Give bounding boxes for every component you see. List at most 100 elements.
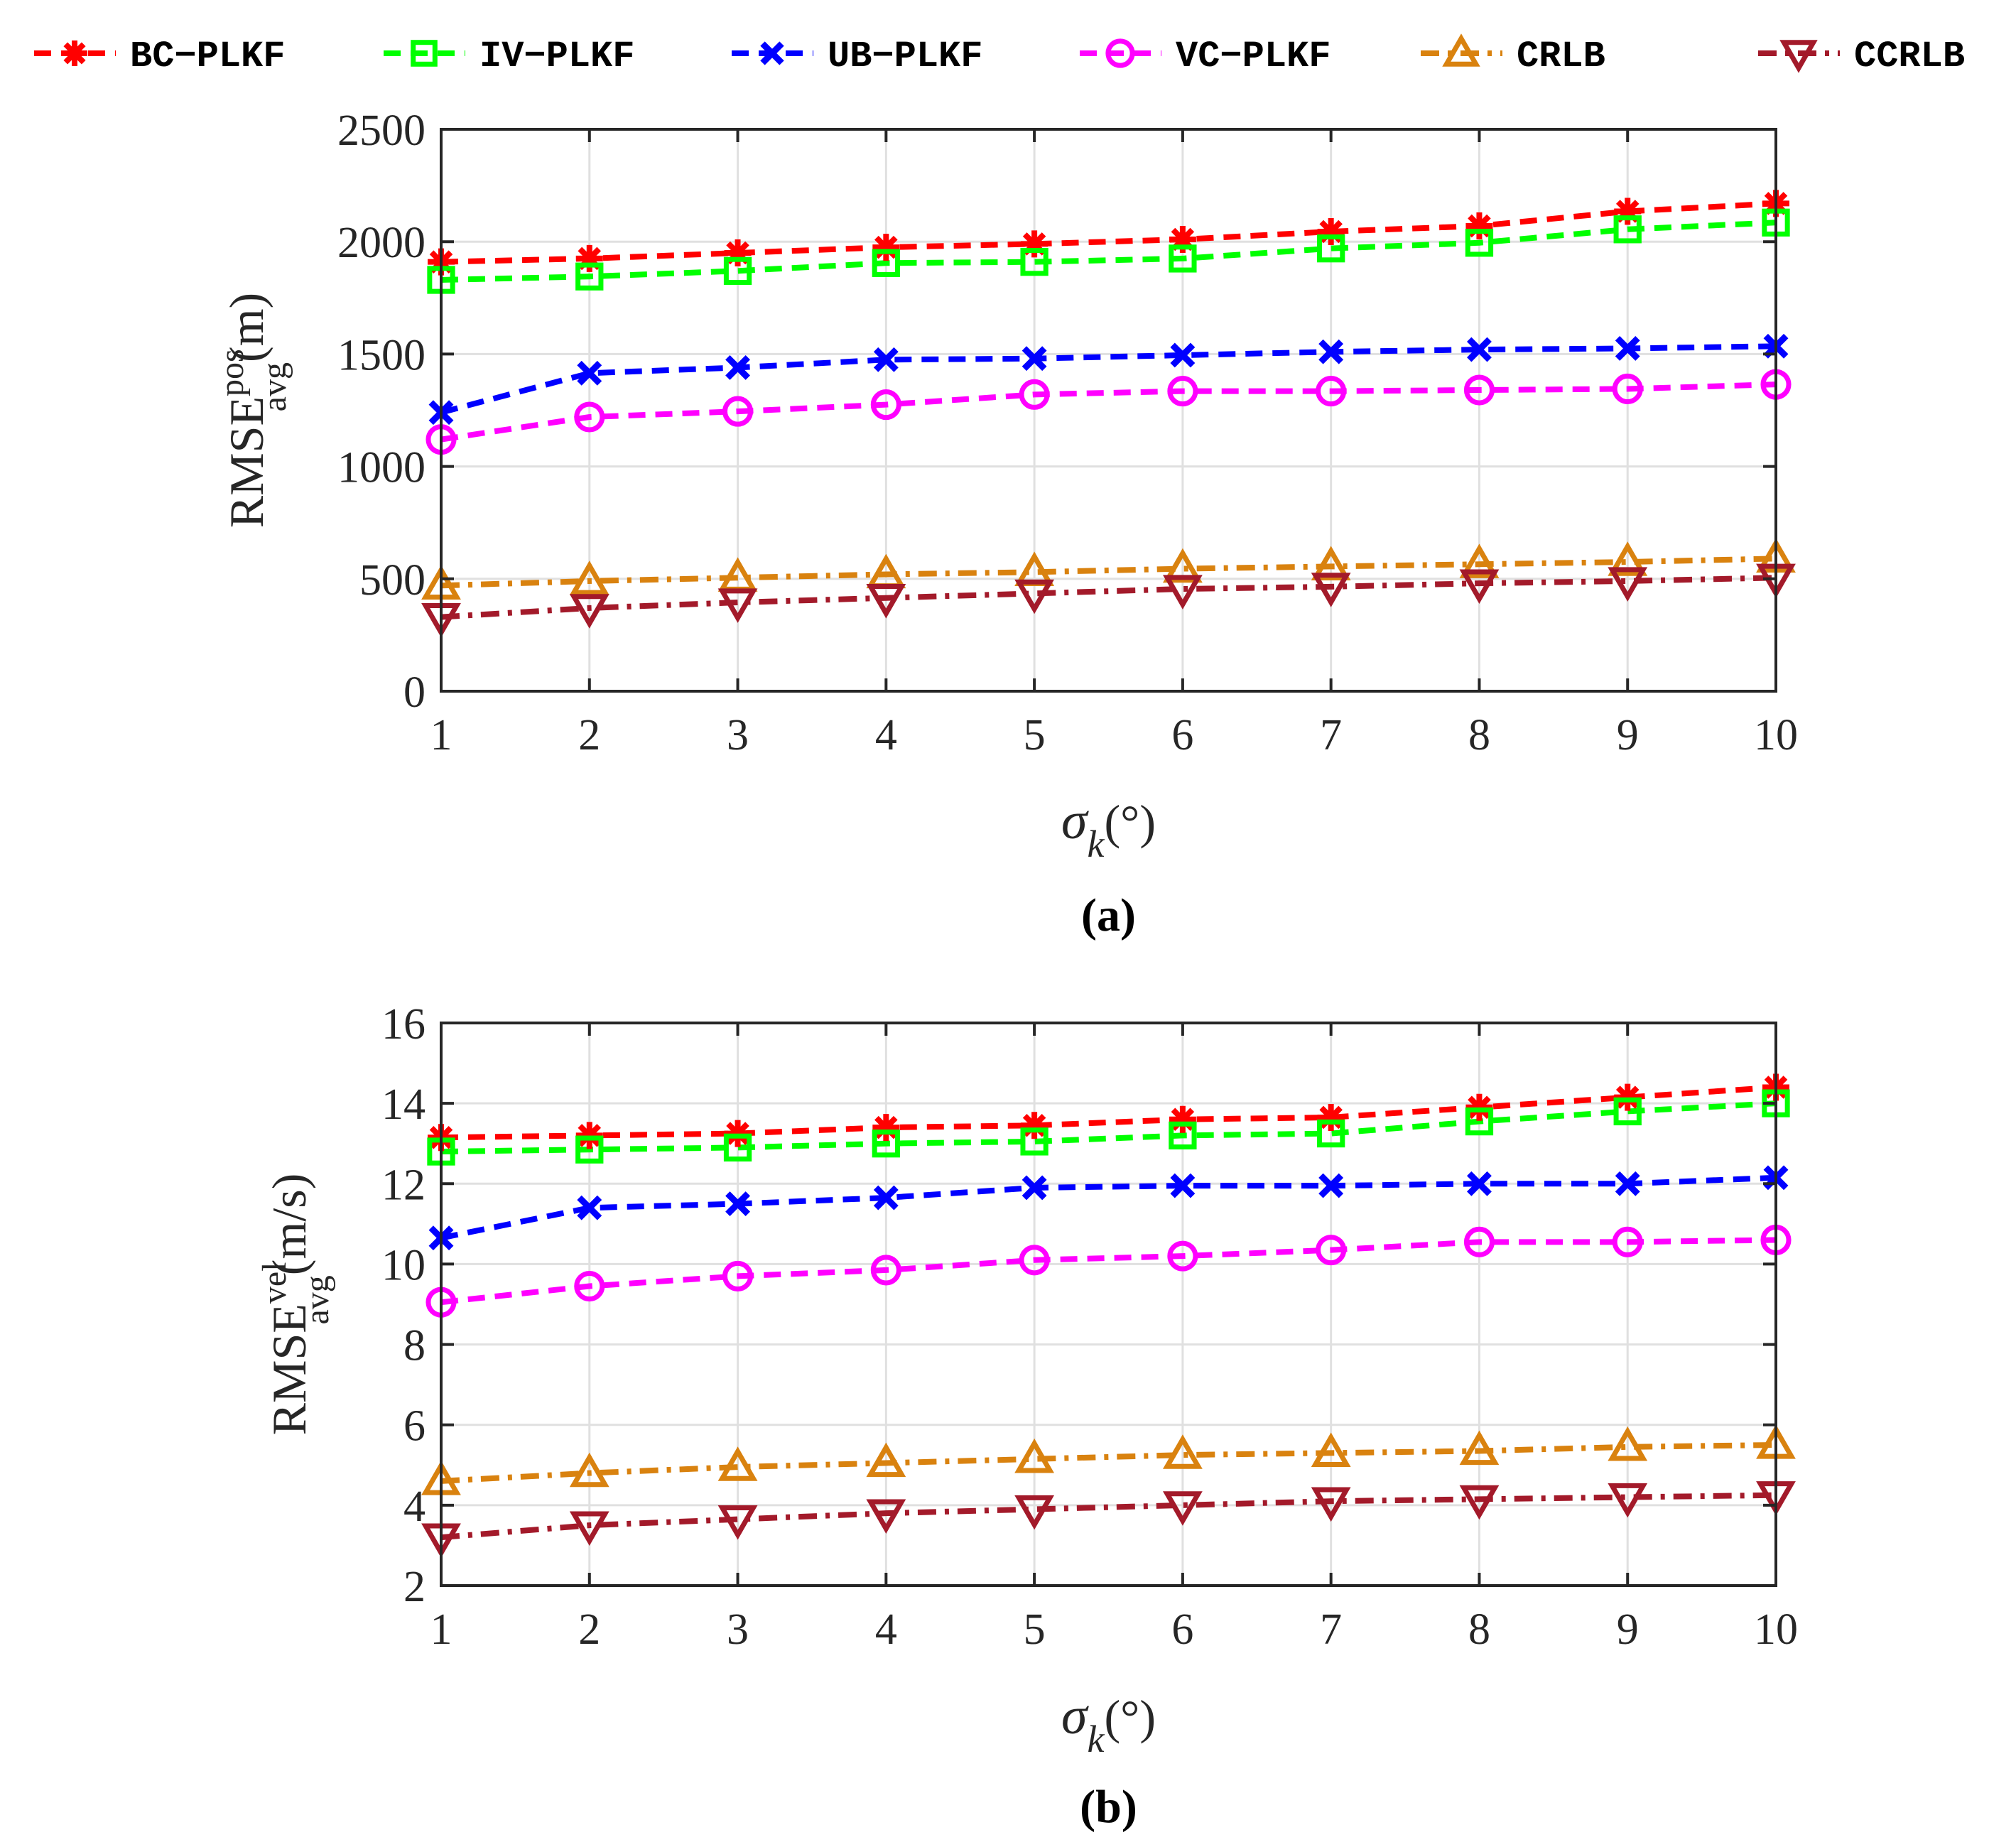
y-axis-label-unit: (m)	[220, 293, 273, 362]
data-point	[866, 584, 906, 619]
data-point-stroke	[1021, 346, 1047, 372]
data-point	[870, 1255, 901, 1286]
series-markers	[421, 1424, 1796, 1495]
x-axis-label-symbol: σ	[1061, 792, 1089, 850]
triangle-up-icon	[1442, 33, 1480, 67]
legend-item: UB−PLKF	[732, 36, 982, 77]
data-point-stroke	[873, 1185, 899, 1210]
data-point	[1162, 1491, 1203, 1526]
data-point	[575, 262, 604, 291]
data-point	[1311, 1432, 1351, 1467]
y-tick-label: 1500	[337, 331, 426, 379]
data-point	[717, 588, 758, 623]
x-axis-label: σk(°)	[1061, 1687, 1156, 1760]
x-tick-label: 10	[1754, 1605, 1798, 1654]
x-tick-label: 9	[1617, 711, 1639, 759]
x-tick-label: 8	[1468, 1605, 1490, 1654]
data-point	[1162, 1434, 1203, 1469]
series-markers	[421, 538, 1796, 600]
y-tick-label: 14	[381, 1080, 426, 1129]
x-tick-label: 2	[578, 1605, 600, 1654]
data-point	[1170, 1173, 1196, 1198]
data-point-stroke	[873, 347, 899, 372]
data-point	[1169, 244, 1197, 273]
data-point	[1613, 1097, 1642, 1126]
series-line	[440, 1174, 1777, 1241]
data-point-stroke	[1318, 339, 1344, 364]
data-point	[1167, 376, 1198, 407]
series-line	[440, 1084, 1777, 1141]
data-point	[717, 1446, 758, 1481]
y-tick-label: 10	[381, 1241, 426, 1289]
data-point	[1459, 1485, 1500, 1520]
series-line	[440, 343, 1777, 416]
data-point	[1014, 579, 1055, 614]
data-point	[1465, 229, 1494, 257]
legend-label: CRLB	[1517, 36, 1605, 77]
data-point	[722, 396, 754, 427]
series-line	[440, 1237, 1777, 1306]
y-tick-label: 500	[359, 556, 426, 605]
data-point	[574, 1270, 605, 1302]
data-point	[1612, 373, 1643, 404]
data-point	[1465, 1093, 1493, 1121]
data-point	[569, 560, 609, 595]
data-point-stroke	[726, 1122, 749, 1145]
legend-item: IV−PLKF	[384, 36, 634, 77]
data-point	[1019, 379, 1050, 410]
y-tick-label: 8	[403, 1322, 426, 1370]
data-point	[1614, 1083, 1642, 1111]
data-point-stroke	[578, 1124, 602, 1147]
data-point-stroke	[577, 1195, 602, 1220]
data-point-stroke	[1467, 1171, 1492, 1196]
y-axis-label-main: RMSE	[220, 396, 273, 528]
x-axis-label-unit: (°)	[1104, 795, 1155, 849]
data-point	[1020, 1127, 1048, 1156]
series-line	[440, 1100, 1777, 1155]
data-point	[1459, 1430, 1500, 1466]
data-point	[1459, 543, 1500, 578]
data-point	[1317, 234, 1345, 263]
data-point	[1467, 337, 1492, 362]
data-point	[873, 347, 899, 372]
data-point	[1311, 1487, 1351, 1522]
data-point	[1020, 248, 1048, 276]
data-point	[569, 594, 609, 629]
x-tick-label: 7	[1320, 1605, 1342, 1654]
data-point	[1169, 1121, 1197, 1150]
y-tick-label: 16	[381, 1000, 426, 1049]
data-point	[1463, 1226, 1495, 1257]
series-markers	[426, 369, 1792, 455]
legend-item: CRLB	[1421, 33, 1605, 77]
x-tick-label: 10	[1754, 711, 1798, 759]
x-tick-label: 7	[1320, 711, 1342, 759]
legend-label: BC−PLKF	[130, 36, 285, 77]
series-line	[440, 381, 1777, 443]
data-point	[575, 1122, 603, 1149]
x-tick-label: 8	[1468, 711, 1490, 759]
data-point-stroke	[1170, 1173, 1196, 1198]
data-point	[577, 360, 602, 386]
data-point	[717, 1505, 758, 1540]
data-point	[1170, 342, 1196, 368]
data-point	[1463, 374, 1495, 406]
legend-label: UB−PLKF	[828, 36, 982, 77]
data-point-stroke	[1468, 1095, 1491, 1120]
data-point-stroke	[725, 1191, 750, 1217]
data-point	[1608, 567, 1648, 602]
x-tick-label: 9	[1617, 1605, 1639, 1654]
y-tick-label: 4	[403, 1483, 426, 1531]
data-point	[1014, 1495, 1055, 1530]
data-point	[723, 256, 752, 285]
legend: BC−PLKF IV−PLKF UB−PLKF VC−PLKF CRLB CCRLB	[34, 33, 1965, 77]
legend-item: VC−PLKF	[1080, 36, 1331, 77]
legend-label: VC−PLKF	[1176, 36, 1331, 77]
x-tick-label: 3	[727, 711, 749, 759]
data-point	[1019, 1245, 1050, 1276]
circle-icon	[1105, 38, 1135, 68]
data-point	[1465, 1107, 1494, 1136]
data-point	[1162, 575, 1203, 610]
star-icon-stroke	[63, 42, 86, 65]
data-point	[575, 1135, 604, 1164]
square-icon	[411, 40, 438, 67]
